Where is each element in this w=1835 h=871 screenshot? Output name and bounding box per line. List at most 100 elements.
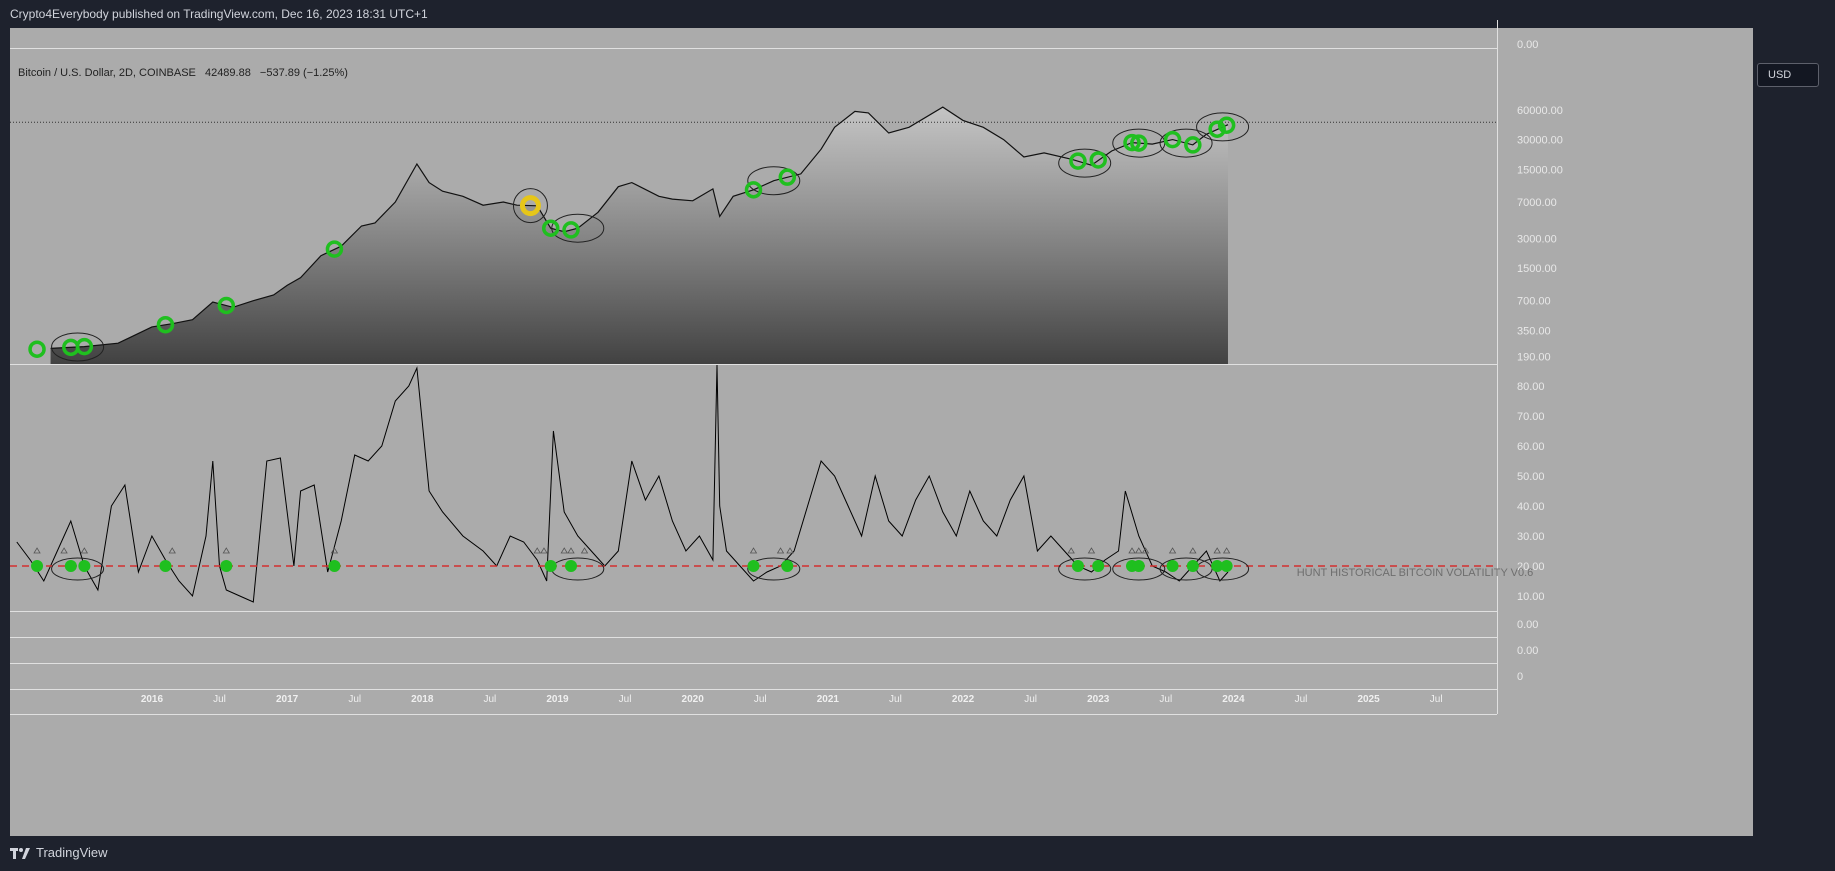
- top-bar: Crypto4Everybody published on TradingVie…: [0, 0, 1835, 28]
- signal-triangle-marker: [1213, 547, 1221, 554]
- time-axis-label: Jul: [1430, 694, 1443, 705]
- signal-triangle-marker: [168, 547, 176, 554]
- volatility-oval-annotation: [51, 557, 105, 581]
- price-axis-tick: 7000.00: [1517, 197, 1557, 209]
- price-pane-title: Bitcoin / U.S. Dollar, 2D, COINBASE 4248…: [18, 67, 348, 79]
- price-oval-annotation: [551, 213, 605, 243]
- price-signal-ring: [28, 340, 46, 358]
- price-signal-ring: [217, 296, 236, 315]
- price-line: [50, 106, 1229, 349]
- price-signal-ring: [156, 315, 175, 334]
- brand-label: TradingView: [36, 845, 108, 860]
- volatility-axis-tick: 30.00: [1517, 531, 1545, 543]
- price-signal-ring: [1123, 133, 1141, 152]
- volatility-signal-dot: [220, 560, 233, 572]
- volatility-signal-dot: [1211, 560, 1224, 572]
- price-signal-ring: [1184, 136, 1202, 154]
- empty-pane-axis-tick: 0.00: [1517, 619, 1538, 631]
- volatility-pane-title: HUNT HISTORICAL BITCOIN VOLATILITY V0.6: [1297, 567, 1534, 579]
- time-axis-label: 2016: [141, 694, 164, 705]
- time-axis-label: 2022: [952, 694, 975, 705]
- signal-triangle-marker: [1141, 547, 1150, 554]
- tradingview-logo-icon: [10, 847, 30, 859]
- time-axis-label: Jul: [1295, 694, 1308, 705]
- signal-triangle-marker: [580, 547, 589, 554]
- price-area-fill: [50, 107, 1228, 364]
- volatility-signal-dot: [1186, 560, 1199, 572]
- time-axis-label: Jul: [1159, 694, 1172, 705]
- price-signal-ring: [75, 337, 94, 356]
- price-signal-ring: [562, 221, 580, 239]
- time-axis-label: 2024: [1222, 694, 1245, 705]
- time-axis-label: Jul: [348, 694, 361, 705]
- time-axis-label: Jul: [754, 694, 767, 705]
- signal-triangle-marker: [1128, 547, 1136, 554]
- time-axis-label: Jul: [889, 694, 902, 705]
- price-axis-tick: 1500.00: [1517, 263, 1557, 275]
- price-axis-tick: 190.00: [1517, 352, 1551, 364]
- volatility-signal-dot: [747, 560, 760, 572]
- signal-triangle-marker: [80, 547, 89, 554]
- tradingview-brand[interactable]: TradingView: [10, 845, 108, 860]
- price-oval-annotation: [747, 166, 801, 196]
- price-oval-annotation: [1196, 112, 1250, 142]
- volatility-line: [16, 364, 1229, 603]
- time-axis-label: Jul: [483, 694, 496, 705]
- volatility-axis-tick: 40.00: [1517, 501, 1545, 513]
- volatility-signal-dot: [1092, 560, 1105, 572]
- time-axis-label: 2020: [682, 694, 705, 705]
- volatility-signal-dot: [31, 560, 44, 572]
- signal-triangle-marker: [567, 547, 575, 554]
- price-signal-ring: [1089, 151, 1107, 169]
- price-signal-ring: [1163, 130, 1182, 149]
- volatility-signal-dot: [781, 560, 794, 572]
- volatility-signal-dot: [1166, 560, 1179, 572]
- time-axis-label: 2021: [817, 694, 840, 705]
- volatility-axis-tick: 70.00: [1517, 411, 1545, 423]
- time-axis-label: 2017: [276, 694, 299, 705]
- volatility-axis-tick: 80.00: [1517, 381, 1545, 393]
- price-axis-tick: 350.00: [1517, 325, 1551, 337]
- empty-pane-axis-tick: 0: [1517, 671, 1523, 683]
- empty-pane-axis-tick: 0.00: [1517, 645, 1538, 657]
- signal-triangle-marker: [560, 547, 568, 554]
- price-axis-tick: 700.00: [1517, 296, 1551, 308]
- price-axis-tick: 0.00: [1517, 39, 1538, 51]
- bottom-bar: TradingView: [0, 836, 1835, 871]
- price-signal-ring: [1217, 116, 1236, 134]
- signal-triangle-marker: [749, 547, 758, 554]
- time-axis-label: 2019: [546, 694, 569, 705]
- volatility-axis-tick: 10.00: [1517, 591, 1545, 603]
- price-signal-ring: [744, 181, 763, 199]
- price-signal-ring: [541, 219, 560, 237]
- volatility-signal-dot: [78, 560, 91, 572]
- volatility-signal-dot: [64, 560, 77, 572]
- volatility-signal-dot: [1071, 560, 1084, 572]
- time-axis-label: Jul: [619, 694, 632, 705]
- signal-triangle-marker: [1222, 547, 1231, 554]
- signal-triangle-marker: [786, 547, 794, 554]
- volatility-signal-dot: [159, 560, 172, 572]
- volatility-axis-tick: 50.00: [1517, 471, 1545, 483]
- price-oval-annotation: [1058, 148, 1112, 178]
- price-axis-tick: 30000.00: [1517, 135, 1563, 147]
- volatility-oval-annotation: [1058, 557, 1112, 581]
- volatility-oval-annotation: [1112, 557, 1166, 581]
- volatility-signal-dot: [1132, 560, 1145, 572]
- volatility-oval-annotation: [747, 557, 801, 581]
- time-axis-label: 2025: [1357, 694, 1380, 705]
- currency-selector[interactable]: USD: [1757, 63, 1819, 87]
- publisher-info: Crypto4Everybody published on TradingVie…: [10, 7, 428, 21]
- price-signal-ring: [1208, 120, 1226, 138]
- signal-triangle-marker: [330, 547, 339, 554]
- signal-triangle-marker: [33, 547, 41, 554]
- price-oval-annotation: [51, 332, 105, 362]
- signal-triangle-marker: [60, 547, 68, 554]
- volatility-oval-annotation: [551, 557, 605, 581]
- signal-triangle-marker: [533, 547, 541, 554]
- signal-triangle-marker: [1189, 547, 1197, 554]
- signal-triangle-marker: [1087, 547, 1096, 554]
- volatility-axis-tick: 20.00: [1517, 561, 1545, 573]
- volatility-signal-dot: [328, 560, 341, 572]
